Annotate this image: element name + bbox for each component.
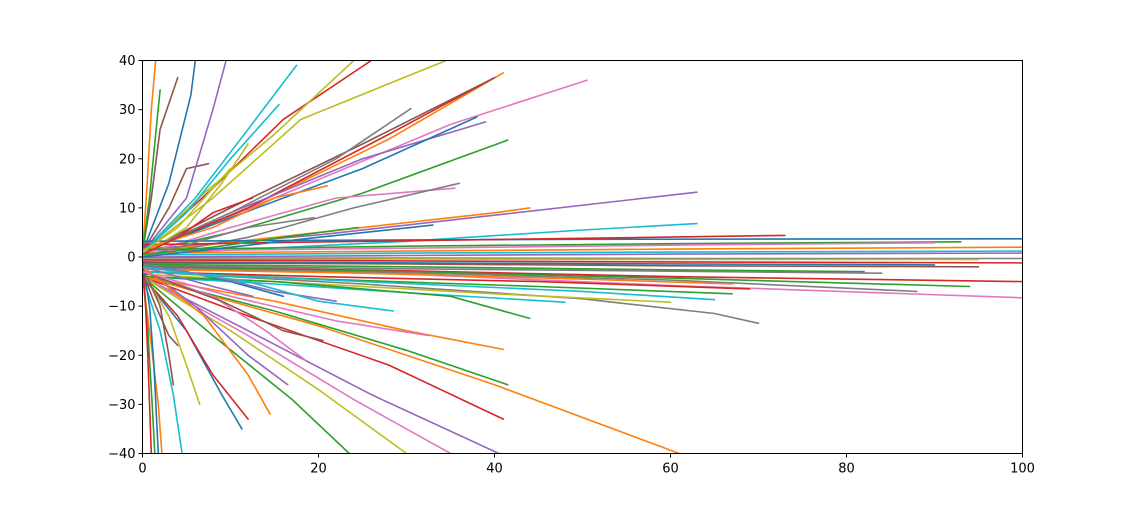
series-line-6 bbox=[142, 76, 496, 253]
series-line-73 bbox=[142, 265, 271, 416]
series-line-79 bbox=[142, 167, 232, 253]
series-line-81 bbox=[142, 216, 315, 258]
series-line-20 bbox=[142, 76, 179, 253]
series-line-40 bbox=[142, 265, 971, 288]
series-line-51 bbox=[142, 275, 509, 386]
series-line-46 bbox=[142, 270, 716, 301]
series-line-11 bbox=[142, 60, 447, 253]
series-line-16 bbox=[142, 64, 298, 253]
series-line-27 bbox=[142, 242, 936, 252]
x-tick-label: 0 bbox=[138, 462, 146, 477]
y-tick-label: −20 bbox=[108, 349, 135, 364]
series-line-72 bbox=[142, 265, 289, 386]
series-line-70 bbox=[142, 261, 160, 454]
y-tick-label: 0 bbox=[127, 251, 135, 266]
y-tick-label: 20 bbox=[119, 152, 136, 167]
series-line-43 bbox=[142, 270, 751, 290]
series-line-21 bbox=[142, 60, 157, 253]
series-line-41 bbox=[142, 266, 918, 293]
series-line-54 bbox=[142, 275, 500, 454]
series-line-83 bbox=[142, 224, 434, 258]
series-line-15 bbox=[142, 182, 461, 258]
series-line-22 bbox=[142, 89, 161, 253]
y-tick-label: −30 bbox=[108, 398, 135, 413]
series-line-32 bbox=[142, 258, 980, 261]
series-line-29 bbox=[142, 250, 1023, 256]
series-line-59 bbox=[142, 275, 249, 420]
series-line-76 bbox=[142, 270, 430, 337]
x-tick-label: 100 bbox=[1010, 462, 1035, 477]
series-line-30 bbox=[142, 252, 1023, 258]
series-line-57 bbox=[142, 275, 351, 454]
x-tick-label: 60 bbox=[662, 462, 679, 477]
series-line-69 bbox=[142, 265, 175, 386]
series-line-80 bbox=[142, 197, 254, 256]
series-line-31 bbox=[142, 257, 1023, 260]
series-line-71 bbox=[142, 261, 153, 454]
series-line-13 bbox=[142, 60, 355, 253]
series-line-66 bbox=[142, 270, 201, 406]
series-line-77 bbox=[142, 185, 329, 251]
y-tick-label: 10 bbox=[119, 201, 136, 216]
y-tick-label: −40 bbox=[108, 447, 135, 462]
series-line-78 bbox=[142, 103, 280, 253]
series-line-34 bbox=[142, 259, 1023, 264]
x-axis: 0 20 40 60 80 100 bbox=[138, 453, 1035, 477]
x-tick-label: 80 bbox=[838, 462, 855, 477]
series-line-49 bbox=[142, 275, 531, 320]
series-line-75 bbox=[142, 265, 395, 312]
x-tick-label: 20 bbox=[310, 462, 327, 477]
series-line-58 bbox=[142, 275, 243, 430]
series-line-5 bbox=[142, 76, 496, 253]
series-group bbox=[142, 60, 1023, 454]
series-line-33 bbox=[142, 261, 936, 266]
series-line-52 bbox=[142, 275, 505, 420]
series-line-64 bbox=[142, 265, 254, 298]
series-line-48 bbox=[142, 275, 566, 304]
y-tick-label: −10 bbox=[108, 300, 135, 315]
series-line-60 bbox=[142, 275, 183, 454]
y-tick-label: 40 bbox=[119, 54, 136, 69]
series-line-9 bbox=[142, 139, 509, 253]
series-line-17 bbox=[142, 162, 210, 253]
series-line-26 bbox=[142, 241, 962, 251]
series-line-2 bbox=[142, 207, 531, 253]
series-line-53 bbox=[142, 275, 681, 454]
series-line-82 bbox=[142, 226, 359, 256]
x-tick-label: 40 bbox=[486, 462, 503, 477]
series-line-68 bbox=[142, 263, 337, 303]
y-tick-label: 30 bbox=[119, 103, 136, 118]
series-line-74 bbox=[142, 270, 324, 342]
series-line-56 bbox=[142, 275, 408, 454]
series-line-35 bbox=[142, 262, 980, 268]
series-line-10 bbox=[142, 107, 412, 253]
series-line-50 bbox=[142, 275, 505, 351]
series-line-28 bbox=[142, 246, 1023, 254]
series-line-18 bbox=[142, 60, 197, 253]
series-line-19 bbox=[142, 60, 227, 253]
y-axis: 40 30 20 10 0 −10 −20 −30 −40 bbox=[108, 54, 143, 462]
series-line-25 bbox=[142, 234, 786, 246]
series-line-37 bbox=[142, 264, 883, 275]
series-line-36 bbox=[142, 263, 865, 273]
series-line-42 bbox=[142, 268, 733, 285]
